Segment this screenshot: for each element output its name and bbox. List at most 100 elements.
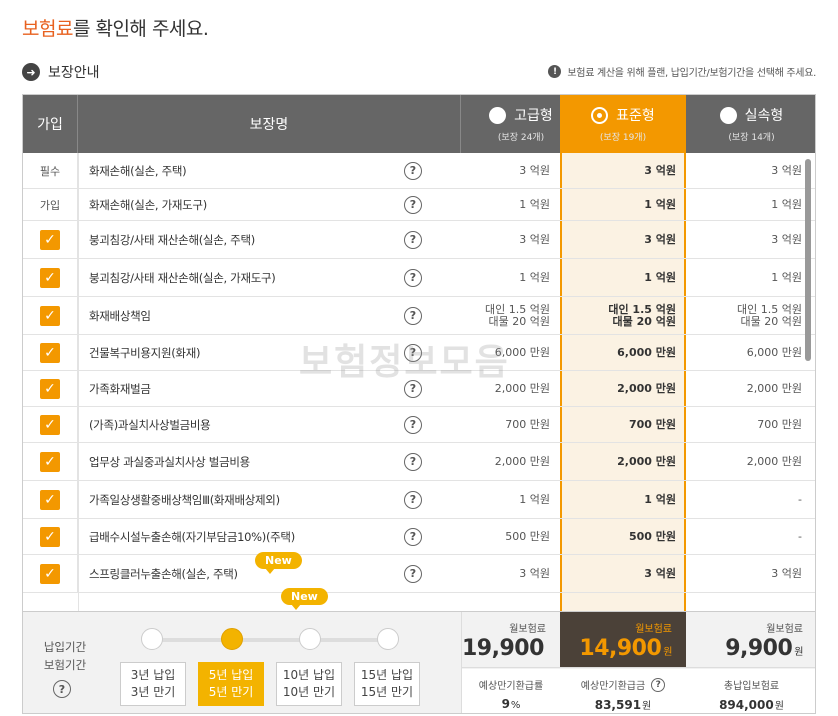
- plan-basic-option[interactable]: 실속형 (보장 14개): [686, 95, 815, 153]
- watermark: 보험정보모음: [299, 342, 510, 383]
- value-basic-plan: -: [798, 529, 802, 543]
- value-standard-plan: 2,000 만원: [617, 454, 676, 468]
- checkbox-checked-icon[interactable]: ✓: [40, 378, 60, 399]
- checkbox-checked-icon[interactable]: ✓: [40, 342, 60, 363]
- value-standard-plan: 1 억원: [644, 492, 676, 506]
- coverage-name: 가족화재벌금: [89, 381, 151, 396]
- value-premium-plan: 6,000 만원: [494, 345, 550, 359]
- help-icon[interactable]: ?: [53, 680, 71, 698]
- value-standard-plan: 3 억원: [644, 232, 676, 246]
- coverage-table: 가입 보장명 고급형 (보장 24개) 표준형 (보장 19개) 실속형 (보장…: [22, 94, 816, 714]
- coverage-name: 스프링클러누출손해(실손, 주택): [89, 566, 238, 581]
- checkbox-checked-icon[interactable]: ✓: [40, 489, 60, 510]
- join-status: 가입: [23, 189, 78, 220]
- value-premium-plan: 3 억원: [519, 232, 550, 246]
- table-row: ✓ 화재배상책임? 대인 1.5 억원 대물 20 억원 대인 1.5 억원 대물 2…: [23, 297, 815, 335]
- value-premium-plan: 500 만원: [505, 529, 550, 543]
- help-icon[interactable]: ?: [404, 306, 422, 325]
- value-basic-plan: 3 억원: [771, 566, 802, 580]
- coverage-name: 업무상 과실중과실치사상 벌금비용: [89, 454, 250, 469]
- table-row: 가입 화재손해(실손, 가재도구)? 1 억원 1 억원 1 억원: [23, 189, 815, 221]
- help-icon[interactable]: ?: [404, 230, 422, 249]
- notice: ! 보험료 계산을 위해 플랜, 납입기간/보험기간을 선택해 주세요.: [548, 64, 816, 79]
- table-row: ✓ 붕괴침강/사태 재산손해(실손, 주택)? 3 억원 3 억원 3 억원: [23, 221, 815, 259]
- coverage-name: 가족일상생활중배상책임Ⅲ(화재배상제외): [89, 492, 280, 507]
- period-option-3y[interactable]: 3년 납입 3년 만기: [120, 662, 186, 706]
- slider-knob[interactable]: [377, 628, 399, 650]
- coverage-name: 화재배상책임: [89, 308, 151, 323]
- table-row: ✓ 급배수시설누출손해(자기부담금10%)(주택)? 500 만원 500 만원 -: [23, 519, 815, 555]
- table-row: ✓ 가족화재벌금? 2,000 만원 2,000 만원 2,000 만원: [23, 371, 815, 407]
- checkbox-checked-icon[interactable]: ✓: [40, 267, 60, 288]
- help-icon[interactable]: ?: [404, 343, 422, 362]
- help-icon[interactable]: ?: [651, 677, 666, 692]
- premium-footer: 납입기간 보험기간 ? 3년 납입 3년 만기 5년 납입 5년 만기 10년 납입…: [23, 611, 815, 713]
- checkbox-checked-icon[interactable]: ✓: [40, 414, 60, 435]
- slider-knob-selected[interactable]: [221, 628, 243, 650]
- scrollbar[interactable]: [805, 159, 811, 361]
- period-label: 납입기간 보험기간: [43, 640, 87, 672]
- slider-knob[interactable]: [141, 628, 163, 650]
- table-row: ✓ 스프링클러누출손해(실손, 주택)? 3 억원 3 억원 3 억원: [23, 555, 815, 593]
- coverage-name: 화재손해(실손, 주택): [89, 163, 187, 178]
- plan-premium-option[interactable]: 고급형 (보장 24개): [461, 95, 582, 153]
- checkbox-checked-icon[interactable]: ✓: [40, 526, 60, 547]
- value-standard-plan: 500 만원: [628, 529, 676, 543]
- checkbox-checked-icon[interactable]: ✓: [40, 229, 60, 250]
- help-icon[interactable]: ?: [404, 490, 422, 509]
- table-body[interactable]: 필수 화재손해(실손, 주택)? 3 억원 3 억원 3 억원 가입 화재손해(실손, 가재…: [23, 153, 815, 611]
- value-premium-plan: 대인 1.5 억원 대물 20 억원: [485, 302, 550, 328]
- checkbox-checked-icon[interactable]: ✓: [40, 563, 60, 584]
- value-premium-plan: 3 억원: [519, 566, 550, 580]
- value-basic-plan: -: [798, 492, 802, 506]
- table-row: ✓ 붕괴침강/사태 재산손해(실손, 가재도구)? 1 억원 1 억원 1 억원: [23, 259, 815, 297]
- value-basic-plan: 3 억원: [771, 232, 802, 246]
- radio-icon[interactable]: [719, 106, 737, 124]
- value-standard-plan: 1 억원: [644, 197, 676, 211]
- help-icon[interactable]: ?: [404, 452, 422, 471]
- value-basic-plan: 700 만원: [757, 417, 802, 431]
- period-option-15y[interactable]: 15년 납입 15년 만기: [354, 662, 420, 706]
- table-row: 필수 화재손해(실손, 주택)? 3 억원 3 억원 3 억원: [23, 153, 815, 189]
- slider-knob[interactable]: [299, 628, 321, 650]
- help-icon[interactable]: ?: [404, 379, 422, 398]
- checkbox-checked-icon[interactable]: ✓: [40, 451, 60, 472]
- radio-selected-icon[interactable]: [591, 106, 609, 124]
- value-standard-plan: 700 만원: [628, 417, 676, 431]
- coverage-name: 화재손해(실손, 가재도구): [89, 197, 207, 212]
- help-icon[interactable]: ?: [404, 268, 422, 287]
- value-premium-plan: 3 억원: [519, 163, 550, 177]
- help-icon[interactable]: ?: [404, 527, 422, 546]
- value-basic-plan: 3 억원: [771, 163, 802, 177]
- value-basic-plan: 2,000 만원: [746, 454, 802, 468]
- help-icon[interactable]: ?: [404, 564, 422, 583]
- help-icon[interactable]: ?: [404, 161, 422, 180]
- new-badge: New: [255, 552, 302, 574]
- value-premium-plan: 1 억원: [519, 492, 550, 506]
- table-row: ✓ 가족일상생활중배상책임Ⅲ(화재배상제외)? 1 억원 1 억원 -: [23, 481, 815, 519]
- help-icon[interactable]: ?: [404, 415, 422, 434]
- value-premium-plan: 1 억원: [519, 197, 550, 211]
- coverage-name: 건물복구비용지원(화재): [89, 345, 201, 360]
- value-premium-plan: 700 만원: [505, 417, 550, 431]
- value-standard-plan: 대인 1.5 억원 대물 20 억원: [608, 302, 676, 328]
- period-option-5y[interactable]: 5년 납입 5년 만기: [198, 662, 264, 706]
- value-basic-plan: 1 억원: [771, 270, 802, 284]
- coverage-name: 급배수시설누출손해(자기부담금10%)(주택): [89, 529, 295, 544]
- radio-icon[interactable]: [489, 106, 507, 124]
- value-basic-plan: 1 억원: [771, 197, 802, 211]
- table-row: ✓ (가족)과실치사상벌금비용? 700 만원 700 만원 700 만원: [23, 407, 815, 443]
- selected-plan-column: [560, 153, 686, 611]
- col-name-header: 보장명: [78, 95, 461, 153]
- help-icon[interactable]: ?: [404, 195, 422, 214]
- plan-standard-option[interactable]: 표준형 (보장 19개): [560, 95, 686, 153]
- checkbox-checked-icon[interactable]: ✓: [40, 305, 60, 326]
- value-basic-plan: 대인 1.5 억원 대물 20 억원: [737, 302, 802, 328]
- join-status: 필수: [23, 153, 78, 188]
- value-standard-plan: 1 억원: [644, 270, 676, 284]
- page-title: 보험료를 확인해 주세요.: [22, 18, 209, 40]
- value-standard-plan: 6,000 만원: [617, 345, 676, 359]
- period-slider-track[interactable]: [151, 638, 391, 642]
- period-option-10y[interactable]: 10년 납입 10년 만기: [276, 662, 342, 706]
